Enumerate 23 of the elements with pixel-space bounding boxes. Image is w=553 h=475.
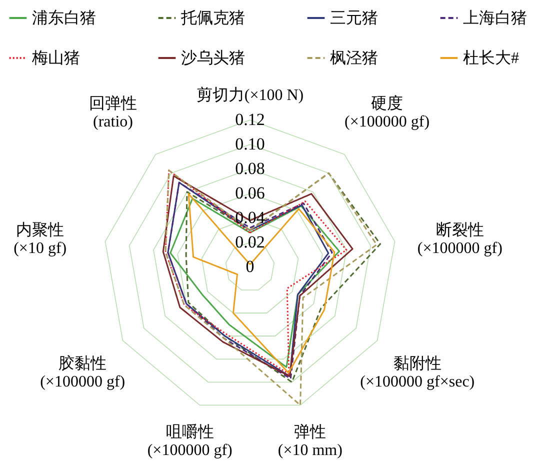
y-tick-label: 0.02 [235,232,265,252]
y-tick-label: 0.06 [235,184,265,202]
legend-label: 浦东白猪 [32,9,96,27]
legend-label: 三元猪 [330,9,378,27]
legend-label: 托佩克猪 [180,9,245,27]
spoke-label: 剪切力(×100 N) [196,86,304,104]
spoke-label: 弹性(×10 mm) [278,423,342,460]
spoke-label: 咀嚼性(×100000 gf) [147,423,232,460]
spoke-label: 硬度(×100000 gf) [344,94,430,131]
y-tick-label: 0.08 [235,159,265,178]
legend-label: 梅山猪 [31,49,80,67]
spoke-label: 胶黏性(×100000 gf) [40,354,126,391]
spoke-label: 黏附性(×100000 gf×sec) [360,354,475,391]
spoke-label: 回弹性(ratio) [88,94,137,131]
legend-label: 枫泾猪 [330,49,378,67]
legend-label: 上海白猪 [463,9,527,27]
legend-label: 沙乌头猪 [181,49,245,67]
legend-label: 杜长大# [463,49,519,67]
y-tick-label: 0 [246,257,254,276]
y-tick-label: 0.12 [235,110,265,129]
spoke-label: 断裂性(×100000 gf) [417,220,502,257]
spoke-label: 内聚性(×10 gf) [14,220,67,257]
y-tick-label: 0.10 [235,134,265,154]
